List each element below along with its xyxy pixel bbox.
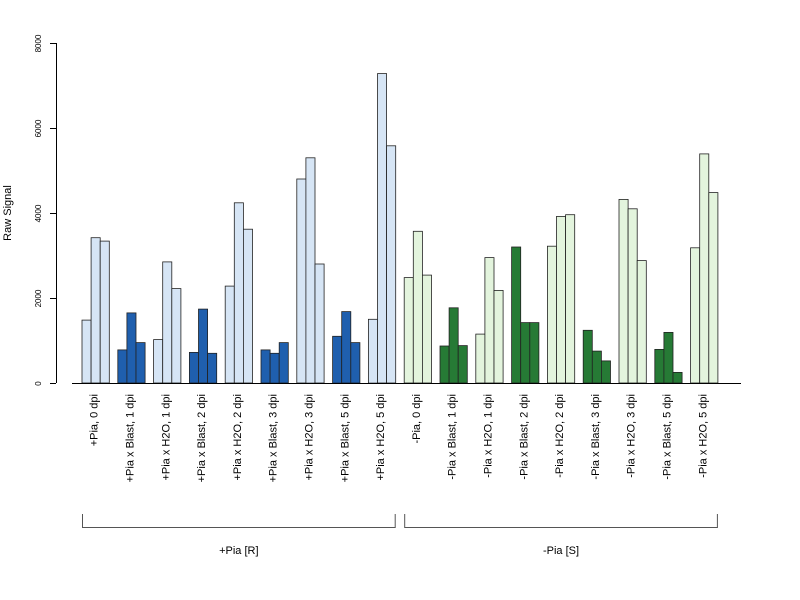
bar (367, 318, 378, 384)
category-label: +Pia x H2O, 1 dpi (160, 394, 172, 481)
bar (547, 245, 557, 384)
bar (198, 308, 209, 384)
category-label: -Pia, 0 dpi (411, 394, 423, 444)
group-label: -Pia [S] (543, 545, 579, 557)
bar (457, 345, 468, 384)
bar (350, 342, 361, 384)
y-axis: 0 2000 4000 6000 8000 (34, 34, 57, 386)
group-bracket (82, 514, 396, 528)
category-labels: +Pia, 0 dpi +Pia x Blast, 1 dpi +Pia x H2O… (89, 394, 710, 482)
bar (565, 214, 576, 384)
bar (591, 350, 602, 384)
bar (99, 240, 110, 384)
bar (511, 246, 522, 384)
y-tick-label: 2000 (34, 289, 43, 307)
group-bracket (404, 514, 718, 528)
bar (672, 371, 683, 384)
bar (708, 192, 719, 384)
bar (412, 230, 423, 384)
bar (699, 153, 710, 384)
bar (654, 348, 665, 384)
bar (627, 208, 638, 384)
category-label: +Pia, 0 dpi (89, 394, 101, 446)
y-tick-label: 8000 (34, 34, 43, 52)
bar (135, 342, 146, 384)
category-label: -Pia x Blast, 3 dpi (590, 394, 602, 480)
y-axis-title: Raw Signal (2, 185, 14, 241)
bar (278, 342, 289, 384)
y-tick-label: 6000 (34, 119, 43, 137)
bar (663, 331, 674, 384)
bar (475, 333, 486, 384)
category-label: -Pia x H2O, 1 dpi (482, 394, 494, 478)
bar (171, 288, 182, 384)
bar (153, 339, 164, 384)
bar (386, 145, 397, 384)
bar (529, 322, 540, 384)
bar (305, 157, 316, 384)
bar (188, 351, 199, 384)
bar (233, 202, 244, 384)
bar (126, 312, 137, 384)
bar (332, 335, 343, 384)
group-brackets: +Pia [R] -Pia [S] (82, 514, 718, 557)
y-tick-label: 4000 (34, 204, 43, 222)
bar (296, 178, 307, 384)
bar (556, 215, 567, 384)
category-label: -Pia x Blast, 1 dpi (447, 394, 459, 480)
category-label: +Pia x H2O, 5 dpi (375, 394, 387, 481)
category-label: -Pia x H2O, 2 dpi (554, 394, 566, 478)
category-label: +Pia x H2O, 2 dpi (232, 394, 244, 481)
category-label: +Pia x Blast, 2 dpi (196, 394, 208, 482)
bar (618, 198, 629, 384)
bar (224, 285, 235, 384)
bar (582, 329, 593, 384)
bar (81, 319, 92, 384)
category-label: -Pia x H2O, 3 dpi (626, 394, 638, 478)
bar (636, 260, 647, 384)
bar (242, 228, 253, 384)
bar (117, 349, 128, 384)
bar (601, 360, 611, 384)
y-tick-label: 0 (34, 381, 43, 386)
bar (520, 322, 531, 384)
bar (90, 237, 101, 384)
category-label: +Pia x Blast, 1 dpi (124, 394, 136, 482)
bar (207, 352, 218, 384)
bars (81, 73, 719, 384)
bar (403, 277, 414, 384)
category-label: -Pia x H2O, 5 dpi (697, 394, 709, 478)
bar (162, 261, 173, 384)
bar (269, 352, 280, 384)
bar (314, 263, 325, 384)
category-label: +Pia x Blast, 5 dpi (339, 394, 351, 482)
bar (377, 73, 388, 384)
category-label: -Pia x Blast, 5 dpi (661, 394, 673, 480)
bar (260, 349, 271, 384)
bar (493, 289, 504, 384)
bar (421, 274, 432, 384)
category-label: +Pia x H2O, 3 dpi (303, 394, 315, 481)
bar (439, 345, 450, 384)
category-label: -Pia x Blast, 2 dpi (518, 394, 530, 480)
bar (484, 257, 495, 384)
category-label: +Pia x Blast, 3 dpi (268, 394, 280, 482)
bar (448, 307, 459, 384)
group-label: +Pia [R] (219, 545, 258, 557)
bar (341, 311, 352, 384)
bar (690, 247, 701, 384)
